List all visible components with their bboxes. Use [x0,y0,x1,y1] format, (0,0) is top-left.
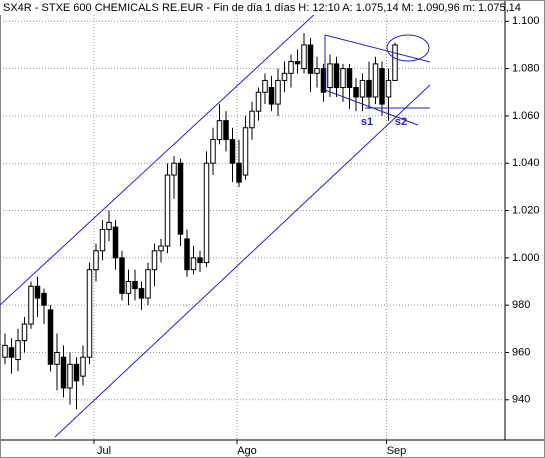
candle-body [372,63,379,98]
candle-body [34,285,41,299]
y-tick-label: 1.000 [512,252,540,264]
y-tick-label: 1.020 [512,204,540,216]
y-tick-label: 1.100 [512,15,540,27]
candle-body [288,61,294,74]
candle-body [132,281,138,290]
y-tick-label: 1.040 [512,157,540,169]
candle-body [73,363,80,382]
candle-body [177,162,184,235]
candle-body [145,269,151,299]
candle-body [106,221,112,230]
candle-body [54,351,60,365]
candle-body [320,68,327,93]
candle-body [392,44,398,81]
y-tick-label: 980 [512,299,530,311]
candle-body [340,68,346,89]
candle-body [366,79,372,98]
candle-body [15,340,21,361]
annotation-lines [0,0,431,438]
candle-body [236,162,242,183]
candle-body [190,257,197,271]
annotation: s2 [395,116,407,128]
title-bg [0,0,470,15]
x-tick-label: Jul [97,445,111,457]
candle-body [262,79,268,93]
y-tick-label: 940 [512,394,530,406]
candle-body [138,288,145,299]
candle-body [197,257,203,264]
candle-body [255,91,262,112]
data-layer [0,0,505,440]
trendline [54,84,431,438]
candle-body [112,226,119,259]
candle-body [184,238,190,271]
candle-body [379,68,385,105]
candle-body [125,281,132,294]
candle-body [268,87,275,105]
candle-body [314,68,320,74]
candle-body [346,68,353,89]
candle-body [60,356,67,389]
candle-body [275,79,281,105]
candle-body [210,139,216,164]
trendline [0,0,331,306]
candle-body [216,120,223,141]
candle-body [86,269,93,358]
candle-body [223,120,229,141]
candle-body [47,309,54,365]
candle-body [359,79,366,98]
candle-body [249,110,255,129]
highlight-ellipse [386,34,430,62]
candle-body [151,250,158,271]
candle-body [307,44,314,74]
y-tick-label: 960 [512,346,530,358]
candle-body [242,127,249,176]
trendline [324,89,419,126]
candle-body [80,356,86,377]
x-tick-label: Sep [387,445,407,457]
candle-body [353,87,359,98]
candle-body [333,63,340,89]
candle-body [67,363,73,389]
candle-body [21,323,28,342]
chart-title: SX4R - STXE 600 CHEMICALS RE.EUR - Fin d… [3,2,521,14]
candle-body [229,139,236,164]
candle-body [301,44,307,70]
y-tick-label: 1.060 [512,110,540,122]
candle-body [158,245,164,252]
candle-body [28,285,34,325]
candle-body [281,72,288,81]
candle-body [119,257,125,294]
x-tick-label: Ago [237,445,257,457]
annotation: s1 [361,116,373,128]
candle-body [171,162,177,176]
candle-body [8,347,15,358]
candle-body [164,174,171,247]
candle-body [99,228,106,252]
y-tick-label: 1.080 [512,63,540,75]
trendline [324,34,431,63]
candle-body [203,162,210,264]
candle-body [93,250,99,271]
candle-body [294,61,301,65]
candle-body [41,292,47,306]
candle-body [2,344,8,358]
candle-body [327,63,333,89]
candle-body [385,79,392,98]
